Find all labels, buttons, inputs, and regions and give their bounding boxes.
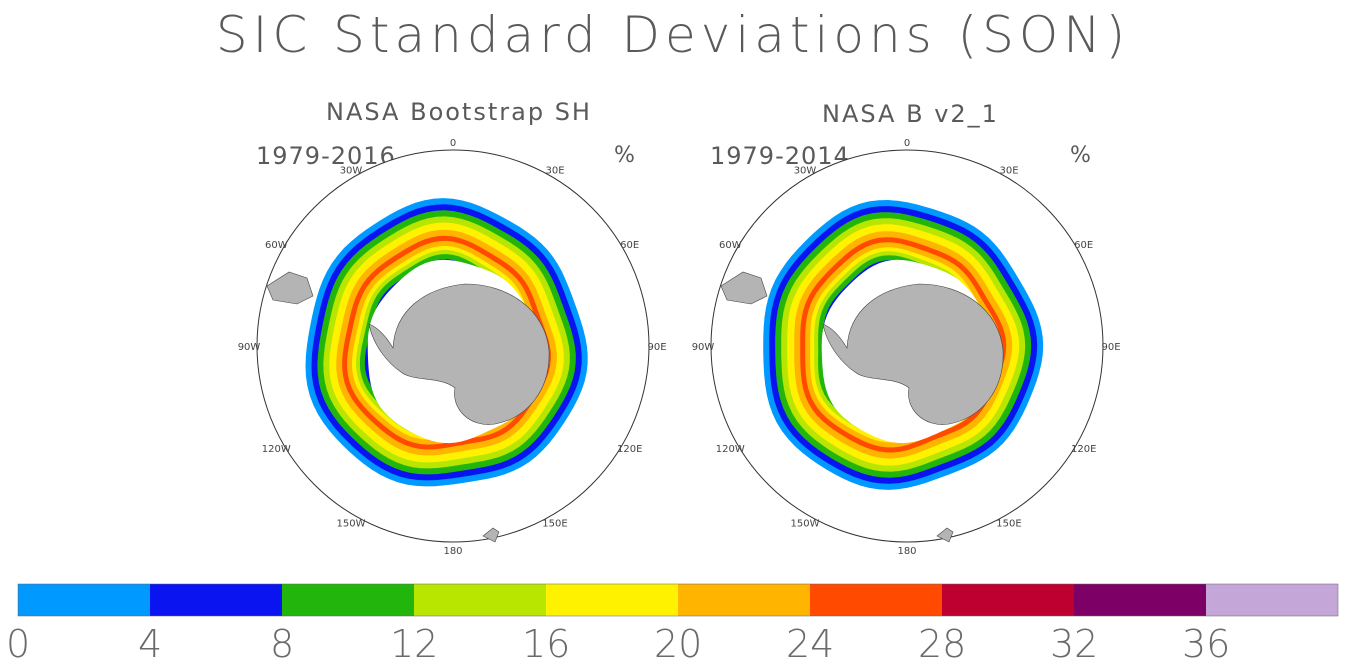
longitude-label: 30W	[794, 165, 817, 176]
longitude-label: 120W	[262, 444, 291, 455]
longitude-label: 90E	[647, 342, 666, 353]
longitude-label: 150W	[791, 519, 820, 530]
colorbar-tick-label: 4	[138, 622, 163, 666]
antarctica-land	[822, 283, 1004, 425]
longitude-label: 0	[904, 138, 910, 149]
colorbar-swatch	[810, 584, 942, 616]
south-america-land	[266, 271, 314, 305]
new-zealand-land	[482, 527, 500, 543]
colorbar-swatch	[1206, 584, 1338, 616]
new-zealand-land	[936, 527, 954, 543]
colorbar-tick-label: 8	[270, 622, 295, 666]
longitude-label: 30W	[340, 165, 363, 176]
longitude-label: 150E	[542, 519, 567, 530]
longitude-label: 90W	[692, 342, 715, 353]
colorbar-tick-label: 28	[918, 622, 967, 666]
panel-2-unit: %	[1070, 143, 1091, 168]
colorbar-swatch	[282, 584, 414, 616]
longitude-label: 120E	[617, 444, 642, 455]
colorbar-swatch	[18, 584, 150, 616]
colorbar-swatch	[1074, 584, 1206, 616]
longitude-label: 60W	[719, 240, 742, 251]
antarctica-land	[368, 283, 550, 425]
longitude-label: 0	[450, 138, 456, 149]
longitude-label: 150W	[337, 519, 366, 530]
colorbar-tick-label: 32	[1050, 622, 1099, 666]
longitude-label: 180	[443, 546, 462, 557]
colorbar-tick-label: 16	[522, 622, 571, 666]
panel-1-unit: %	[614, 143, 635, 168]
longitude-label: 60W	[265, 240, 288, 251]
panel-2-title: NASA B v2_1	[822, 100, 999, 128]
longitude-label: 120W	[716, 444, 745, 455]
panel-1-title: NASA Bootstrap SH	[326, 98, 592, 126]
panel-1-years: 1979-2016	[256, 142, 396, 170]
colorbar-tick-label: 12	[390, 622, 439, 666]
figure-title: SIC Standard Deviations (SON)	[215, 6, 1131, 64]
colorbar-swatch	[546, 584, 678, 616]
south-america-land	[720, 271, 768, 305]
map-panel-1: 0 30E 60E 90E 120E 150E 180 150W 120W 90W 60W 30W	[238, 138, 667, 557]
longitude-label: 90E	[1101, 342, 1120, 353]
longitude-label: 60E	[620, 240, 639, 251]
colorbar-swatch	[150, 584, 282, 616]
longitude-label: 120E	[1071, 444, 1096, 455]
longitude-label: 150E	[996, 519, 1021, 530]
longitude-label: 180	[897, 546, 916, 557]
colorbar-tick-label: 36	[1182, 622, 1231, 666]
colorbar-tick-label: 24	[786, 622, 835, 666]
panel-2-years: 1979-2014	[710, 142, 850, 170]
map-panel-2: 0 30E 60E 90E 120E 150E 180 150W 120W 90W 60W 30W	[692, 138, 1121, 557]
longitude-label: 30E	[999, 165, 1018, 176]
longitude-label: 30E	[545, 165, 564, 176]
longitude-label: 60E	[1074, 240, 1093, 251]
colorbar-tick-label: 0	[6, 622, 31, 666]
colorbar-swatch	[678, 584, 810, 616]
colorbar-tick-label: 20	[654, 622, 703, 666]
colorbar-swatch	[942, 584, 1074, 616]
colorbar-swatch	[414, 584, 546, 616]
colorbar-frame	[17, 583, 1339, 617]
longitude-label: 90W	[238, 342, 261, 353]
